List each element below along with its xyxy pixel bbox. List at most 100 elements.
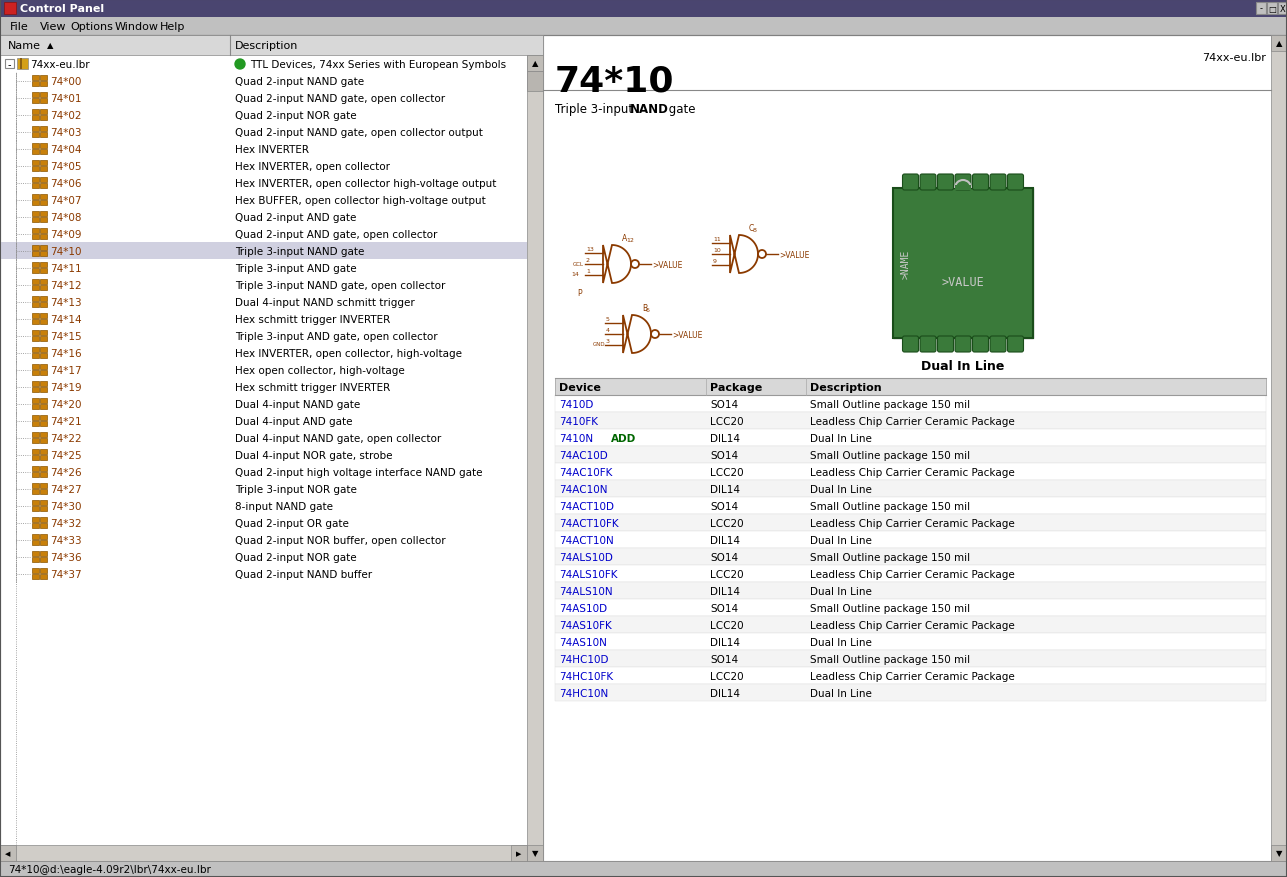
Text: TTL Devices, 74xx Series with European Symbols: TTL Devices, 74xx Series with European S… (250, 60, 506, 70)
Bar (40, 144, 48, 149)
Text: 74*10: 74*10 (555, 64, 674, 98)
Bar (32, 398, 39, 403)
Text: NAND: NAND (631, 103, 669, 116)
Bar (32, 416, 39, 420)
Bar (40, 184, 48, 189)
Text: 14: 14 (571, 271, 579, 276)
Text: 74AC10D: 74AC10D (559, 451, 607, 460)
Text: Dual 4-input AND gate: Dual 4-input AND gate (236, 417, 353, 426)
Text: Device: Device (559, 382, 601, 393)
Bar (32, 116, 39, 121)
Bar (40, 150, 48, 155)
Text: 8: 8 (753, 228, 757, 232)
Text: 74AS10FK: 74AS10FK (559, 620, 611, 631)
Bar (40, 331, 48, 336)
Bar (40, 82, 48, 87)
Bar (955, 186, 970, 191)
Text: SO14: SO14 (710, 502, 739, 511)
Bar (511, 845, 526, 861)
Bar (1272, 36, 1287, 861)
Bar (40, 353, 48, 359)
Bar (32, 450, 39, 454)
Text: 74*03: 74*03 (50, 128, 81, 138)
Bar (40, 416, 48, 420)
Bar (40, 99, 48, 103)
Text: Quad 2-input NAND gate, open collector output: Quad 2-input NAND gate, open collector o… (236, 128, 483, 138)
Bar (555, 463, 1266, 481)
Text: 74*26: 74*26 (50, 467, 81, 477)
Text: 4: 4 (606, 328, 610, 332)
Text: Hex schmitt trigger INVERTER: Hex schmitt trigger INVERTER (236, 315, 390, 324)
Bar (32, 167, 39, 172)
Text: Dual 4-input NOR gate, strobe: Dual 4-input NOR gate, strobe (236, 451, 393, 460)
Bar (555, 633, 1266, 650)
FancyBboxPatch shape (955, 337, 970, 353)
Text: Quad 2-input high voltage interface NAND gate: Quad 2-input high voltage interface NAND… (236, 467, 483, 477)
Bar (40, 110, 48, 115)
Bar (32, 438, 39, 444)
Bar (17, 59, 28, 70)
Text: SO14: SO14 (710, 603, 739, 613)
Bar (555, 684, 1266, 702)
Text: 74AC10FK: 74AC10FK (559, 467, 613, 477)
Text: □: □ (1268, 4, 1275, 13)
Text: 74AS10D: 74AS10D (559, 603, 607, 613)
Text: Small Outline package 150 mil: Small Outline package 150 mil (810, 400, 970, 410)
Text: LCC20: LCC20 (710, 467, 744, 477)
Text: 74HC10D: 74HC10D (559, 654, 609, 664)
Bar (40, 422, 48, 426)
Bar (32, 160, 39, 166)
Text: View: View (40, 22, 67, 32)
Bar (40, 235, 48, 239)
Text: Quad 2-input NOR buffer, open collector: Quad 2-input NOR buffer, open collector (236, 535, 445, 545)
Bar (40, 195, 48, 200)
Text: Hex INVERTER, open collector: Hex INVERTER, open collector (236, 162, 390, 172)
Text: 74ACT10N: 74ACT10N (559, 535, 614, 545)
Text: LCC20: LCC20 (710, 518, 744, 529)
Bar (555, 650, 1266, 667)
Text: Dual In Line: Dual In Line (810, 587, 871, 596)
Bar (40, 229, 48, 234)
Bar (32, 353, 39, 359)
Bar (32, 195, 39, 200)
FancyBboxPatch shape (973, 337, 988, 353)
Bar (526, 56, 543, 72)
Text: 74*13: 74*13 (50, 297, 81, 308)
Text: 74AS10N: 74AS10N (559, 638, 607, 647)
Bar (40, 473, 48, 477)
Text: gate: gate (665, 103, 695, 116)
Text: 74HC10FK: 74HC10FK (559, 671, 613, 681)
Text: 13: 13 (586, 246, 593, 252)
Text: Hex INVERTER, open collector high-voltage output: Hex INVERTER, open collector high-voltag… (236, 179, 497, 189)
Text: GCL: GCL (573, 262, 584, 267)
Text: File: File (10, 22, 28, 32)
Bar (555, 446, 1266, 463)
Text: SO14: SO14 (710, 400, 739, 410)
Bar (40, 263, 48, 267)
Bar (40, 381, 48, 387)
Text: 74*10: 74*10 (50, 246, 81, 257)
Bar (32, 455, 39, 460)
Text: >VALUE: >VALUE (779, 250, 810, 260)
Bar (555, 599, 1266, 617)
Bar (32, 110, 39, 115)
Bar (32, 286, 39, 290)
Bar (32, 178, 39, 182)
Text: 7410FK: 7410FK (559, 417, 598, 426)
Text: 74*33: 74*33 (50, 535, 81, 545)
Text: LCC20: LCC20 (710, 671, 744, 681)
Text: 74*19: 74*19 (50, 382, 81, 393)
Bar (40, 489, 48, 495)
Text: Window: Window (115, 22, 160, 32)
Bar (526, 72, 543, 92)
Bar (1272, 845, 1287, 861)
Text: Leadless Chip Carrier Ceramic Package: Leadless Chip Carrier Ceramic Package (810, 671, 1014, 681)
Text: Leadless Chip Carrier Ceramic Package: Leadless Chip Carrier Ceramic Package (810, 518, 1014, 529)
Bar (32, 558, 39, 562)
Text: 74AC10N: 74AC10N (559, 484, 607, 495)
Text: Hex open collector, high-voltage: Hex open collector, high-voltage (236, 366, 404, 375)
Bar (32, 303, 39, 308)
Text: ▲: ▲ (532, 60, 538, 68)
Bar (32, 404, 39, 410)
Text: Leadless Chip Carrier Ceramic Package: Leadless Chip Carrier Ceramic Package (810, 620, 1014, 631)
